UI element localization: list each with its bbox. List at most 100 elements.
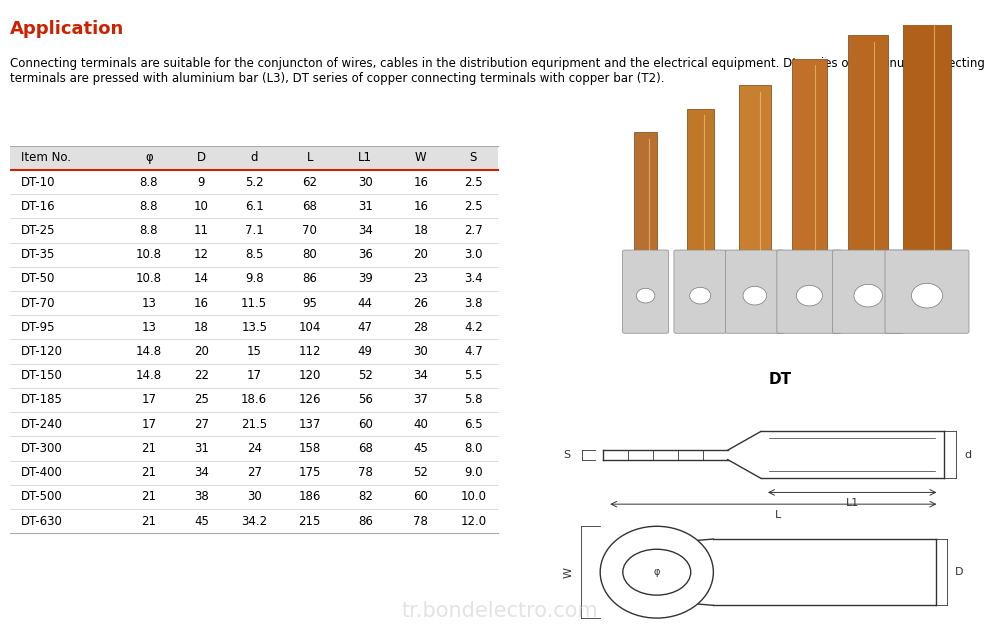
Text: 21: 21 xyxy=(141,490,156,503)
Text: 16: 16 xyxy=(413,176,428,189)
Text: 4.7: 4.7 xyxy=(464,345,483,358)
Text: 12.0: 12.0 xyxy=(460,515,486,527)
Text: DT-70: DT-70 xyxy=(21,297,56,309)
Text: 78: 78 xyxy=(358,466,373,479)
Text: DT-240: DT-240 xyxy=(21,418,63,430)
Circle shape xyxy=(854,284,882,307)
Text: S: S xyxy=(470,152,477,164)
Text: S: S xyxy=(563,450,570,460)
Text: φ: φ xyxy=(654,567,660,577)
FancyBboxPatch shape xyxy=(725,250,784,333)
Circle shape xyxy=(911,283,943,308)
Circle shape xyxy=(743,287,767,305)
Text: 38: 38 xyxy=(194,490,209,503)
Text: 104: 104 xyxy=(299,321,321,334)
Text: 62: 62 xyxy=(302,176,317,189)
Text: DT-120: DT-120 xyxy=(21,345,63,358)
Text: 60: 60 xyxy=(358,418,373,430)
Text: L1: L1 xyxy=(846,498,859,508)
Text: 4.2: 4.2 xyxy=(464,321,483,334)
FancyBboxPatch shape xyxy=(687,108,714,259)
Text: DT-25: DT-25 xyxy=(21,224,56,237)
Text: 52: 52 xyxy=(358,369,373,382)
Text: 21: 21 xyxy=(141,466,156,479)
Text: 16: 16 xyxy=(194,297,209,309)
Text: 30: 30 xyxy=(247,490,262,503)
Text: 11: 11 xyxy=(194,224,209,237)
Text: 20: 20 xyxy=(194,345,209,358)
FancyBboxPatch shape xyxy=(777,250,842,333)
Text: 34: 34 xyxy=(413,369,428,382)
Text: 30: 30 xyxy=(413,345,428,358)
Text: 25: 25 xyxy=(194,394,209,406)
Text: 17: 17 xyxy=(141,418,156,430)
Text: 17: 17 xyxy=(141,394,156,406)
Text: 2.5: 2.5 xyxy=(464,176,483,189)
Text: 45: 45 xyxy=(413,442,428,455)
Text: 70: 70 xyxy=(302,224,317,237)
Text: 22: 22 xyxy=(194,369,209,382)
Text: 158: 158 xyxy=(299,442,321,455)
Text: DT-400: DT-400 xyxy=(21,466,63,479)
Bar xyxy=(10,146,498,170)
Text: D: D xyxy=(197,152,206,164)
Text: 34: 34 xyxy=(194,466,209,479)
Text: 13.5: 13.5 xyxy=(241,321,267,334)
Text: 18: 18 xyxy=(413,224,428,237)
FancyBboxPatch shape xyxy=(739,85,771,259)
Text: DT-35: DT-35 xyxy=(21,249,55,261)
Text: 68: 68 xyxy=(302,200,317,213)
Text: 86: 86 xyxy=(358,515,373,527)
Text: 8.8: 8.8 xyxy=(140,200,158,213)
Text: 52: 52 xyxy=(413,466,428,479)
Text: 11.5: 11.5 xyxy=(241,297,267,309)
Text: 45: 45 xyxy=(194,515,209,527)
Text: 112: 112 xyxy=(298,345,321,358)
FancyBboxPatch shape xyxy=(634,132,657,259)
Text: L: L xyxy=(774,510,781,520)
Text: 27: 27 xyxy=(247,466,262,479)
Text: DT-95: DT-95 xyxy=(21,321,56,334)
Text: DT-500: DT-500 xyxy=(21,490,63,503)
Text: 18: 18 xyxy=(194,321,209,334)
Text: DT-300: DT-300 xyxy=(21,442,63,455)
Text: 34.2: 34.2 xyxy=(241,515,267,527)
Text: 26: 26 xyxy=(413,297,428,309)
Text: 34: 34 xyxy=(358,224,373,237)
Text: 95: 95 xyxy=(302,297,317,309)
Text: 47: 47 xyxy=(358,321,373,334)
Text: 10: 10 xyxy=(194,200,209,213)
Text: 86: 86 xyxy=(302,273,317,285)
Text: DT-150: DT-150 xyxy=(21,369,63,382)
Text: W: W xyxy=(415,152,427,164)
Text: 7.1: 7.1 xyxy=(245,224,264,237)
Text: tr.bondelectro.com: tr.bondelectro.com xyxy=(402,601,598,621)
Text: 9.0: 9.0 xyxy=(464,466,483,479)
Text: 8.8: 8.8 xyxy=(140,176,158,189)
Text: 30: 30 xyxy=(358,176,373,189)
Text: 186: 186 xyxy=(299,490,321,503)
Text: 3.4: 3.4 xyxy=(464,273,483,285)
Text: 40: 40 xyxy=(413,418,428,430)
Text: 21.5: 21.5 xyxy=(241,418,267,430)
Text: DT-185: DT-185 xyxy=(21,394,63,406)
FancyBboxPatch shape xyxy=(832,250,904,333)
Text: DT-16: DT-16 xyxy=(21,200,56,213)
Text: DT-630: DT-630 xyxy=(21,515,63,527)
Text: W: W xyxy=(564,567,574,578)
Text: 14.8: 14.8 xyxy=(136,369,162,382)
Text: 13: 13 xyxy=(141,321,156,334)
Circle shape xyxy=(636,288,655,303)
Text: 2.7: 2.7 xyxy=(464,224,483,237)
Text: 31: 31 xyxy=(358,200,373,213)
FancyBboxPatch shape xyxy=(792,59,827,259)
Text: L1: L1 xyxy=(358,152,372,164)
Text: 60: 60 xyxy=(413,490,428,503)
Text: D: D xyxy=(955,567,963,577)
Text: 215: 215 xyxy=(299,515,321,527)
Text: 5.8: 5.8 xyxy=(464,394,483,406)
Text: Connecting terminals are suitable for the conjuncton of wires, cables in the dis: Connecting terminals are suitable for th… xyxy=(10,57,985,85)
Text: 13: 13 xyxy=(141,297,156,309)
Text: 10.8: 10.8 xyxy=(136,249,162,261)
FancyBboxPatch shape xyxy=(903,9,951,259)
